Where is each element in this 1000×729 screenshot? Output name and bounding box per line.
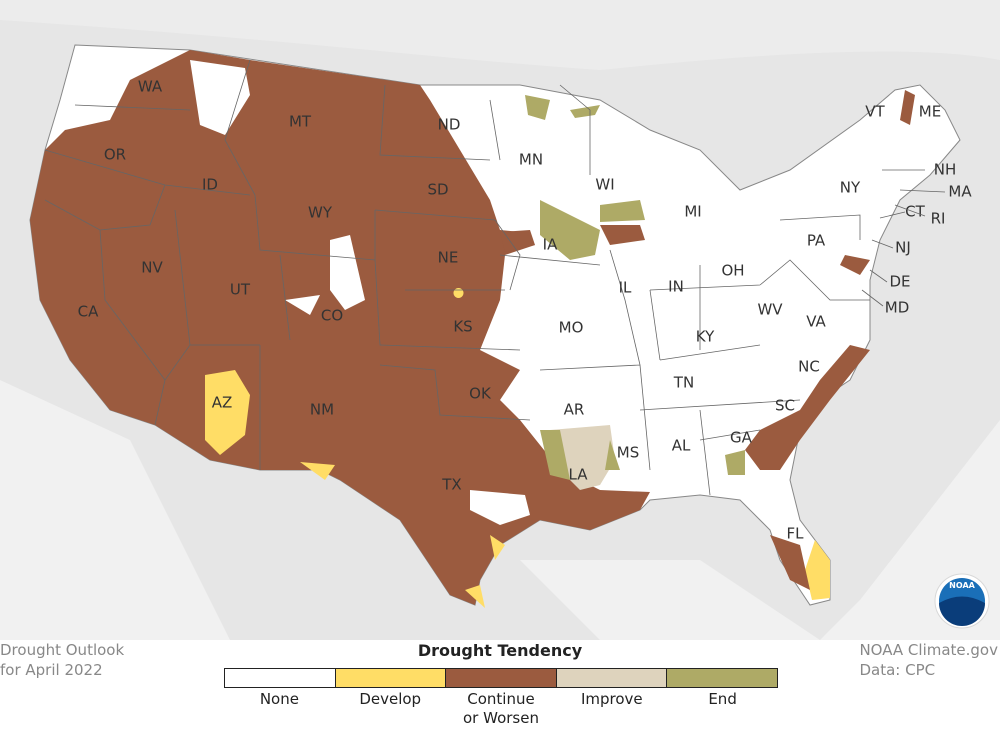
state-label: NV <box>141 259 163 277</box>
legend-bar <box>224 668 778 688</box>
state-label: AZ <box>212 394 233 412</box>
state-label: NC <box>798 358 820 376</box>
state-label: IN <box>668 278 684 296</box>
legend-label: None <box>259 690 299 708</box>
state-label: WY <box>308 204 333 222</box>
state-label: IA <box>543 236 558 254</box>
state-label: FL <box>787 525 805 543</box>
state-label: MD <box>885 299 910 317</box>
title-block: Drought Outlook for April 2022 <box>0 640 124 680</box>
state-label: SC <box>775 397 795 415</box>
map: WA OR ID MT WY SD ND NE NV UT CO KS CA AZ NM OK TX MN WI MI… <box>0 0 1000 640</box>
state-label: SD <box>427 181 448 199</box>
state-label: AL <box>672 437 691 455</box>
ocean <box>0 380 1000 640</box>
state-label: RI <box>931 210 946 228</box>
state-label: MN <box>519 151 543 169</box>
state-label: AR <box>564 401 585 419</box>
state-label: LA <box>569 466 589 484</box>
state-label: NM <box>310 401 334 419</box>
state-label: CA <box>78 303 99 321</box>
state-label: OK <box>469 385 492 403</box>
credit: NOAA Climate.gov <box>859 641 998 659</box>
end-area <box>525 95 745 480</box>
state-label: VA <box>806 313 826 331</box>
state-labels: WA OR ID MT WY SD ND NE NV UT CO KS CA AZ NM OK TX MN WI MI… <box>78 78 973 543</box>
state-label: ND <box>438 116 461 134</box>
state-label: ME <box>919 103 941 121</box>
legend-label: End <box>708 690 737 708</box>
canada <box>0 0 1000 70</box>
legend-title: Drought Tendency <box>417 641 583 660</box>
state-label: DE <box>889 273 910 291</box>
logo-text: NOAA <box>949 581 975 590</box>
state-label: NJ <box>895 239 911 257</box>
state-label: VT <box>865 103 885 121</box>
credit-block: NOAA Climate.gov Data: CPC <box>859 640 998 680</box>
source: Data: CPC <box>859 661 936 679</box>
state-label: MT <box>289 113 312 131</box>
state-label: NY <box>840 179 861 197</box>
state-label: MO <box>559 319 584 337</box>
state-label: GA <box>730 429 753 447</box>
legend-swatch <box>225 669 336 687</box>
state-label: OR <box>104 146 126 164</box>
state-label: NH <box>934 161 957 179</box>
no-drought-area <box>190 60 530 525</box>
state-label: PA <box>807 232 826 250</box>
legend-labels: None Develop Continue or Worsen Improve End <box>224 690 778 728</box>
state-label: TN <box>673 374 694 392</box>
subtitle: for April 2022 <box>0 661 103 679</box>
state-label: UT <box>230 281 251 299</box>
title: Drought Outlook <box>0 641 125 659</box>
legend-label: Continue or Worsen <box>463 690 539 727</box>
state-borders <box>44 59 870 496</box>
state-label: IL <box>619 279 632 297</box>
drought-west <box>30 50 650 605</box>
state-label: MI <box>684 203 701 221</box>
logo-wave <box>939 596 985 626</box>
leader-lines <box>861 169 946 307</box>
legend-swatch <box>446 669 557 687</box>
state-label: KS <box>453 318 472 336</box>
state-label: NE <box>438 249 459 267</box>
state-label: CT <box>905 203 925 221</box>
legend-swatch <box>335 669 447 687</box>
state-label: MS <box>617 444 639 462</box>
state-label: WV <box>757 301 783 319</box>
legend-label: Improve <box>580 690 643 708</box>
legend-label: Develop <box>359 690 422 708</box>
legend-swatch <box>556 669 668 687</box>
state-label: WA <box>138 78 163 96</box>
state-label: WI <box>595 176 614 194</box>
state-label: OH <box>721 262 744 280</box>
state-label: TX <box>441 476 461 494</box>
state-label: ID <box>202 176 218 194</box>
legend-swatch <box>667 669 777 687</box>
state-label: MA <box>948 183 972 201</box>
state-label: CO <box>321 307 343 325</box>
state-label: KY <box>696 328 715 346</box>
